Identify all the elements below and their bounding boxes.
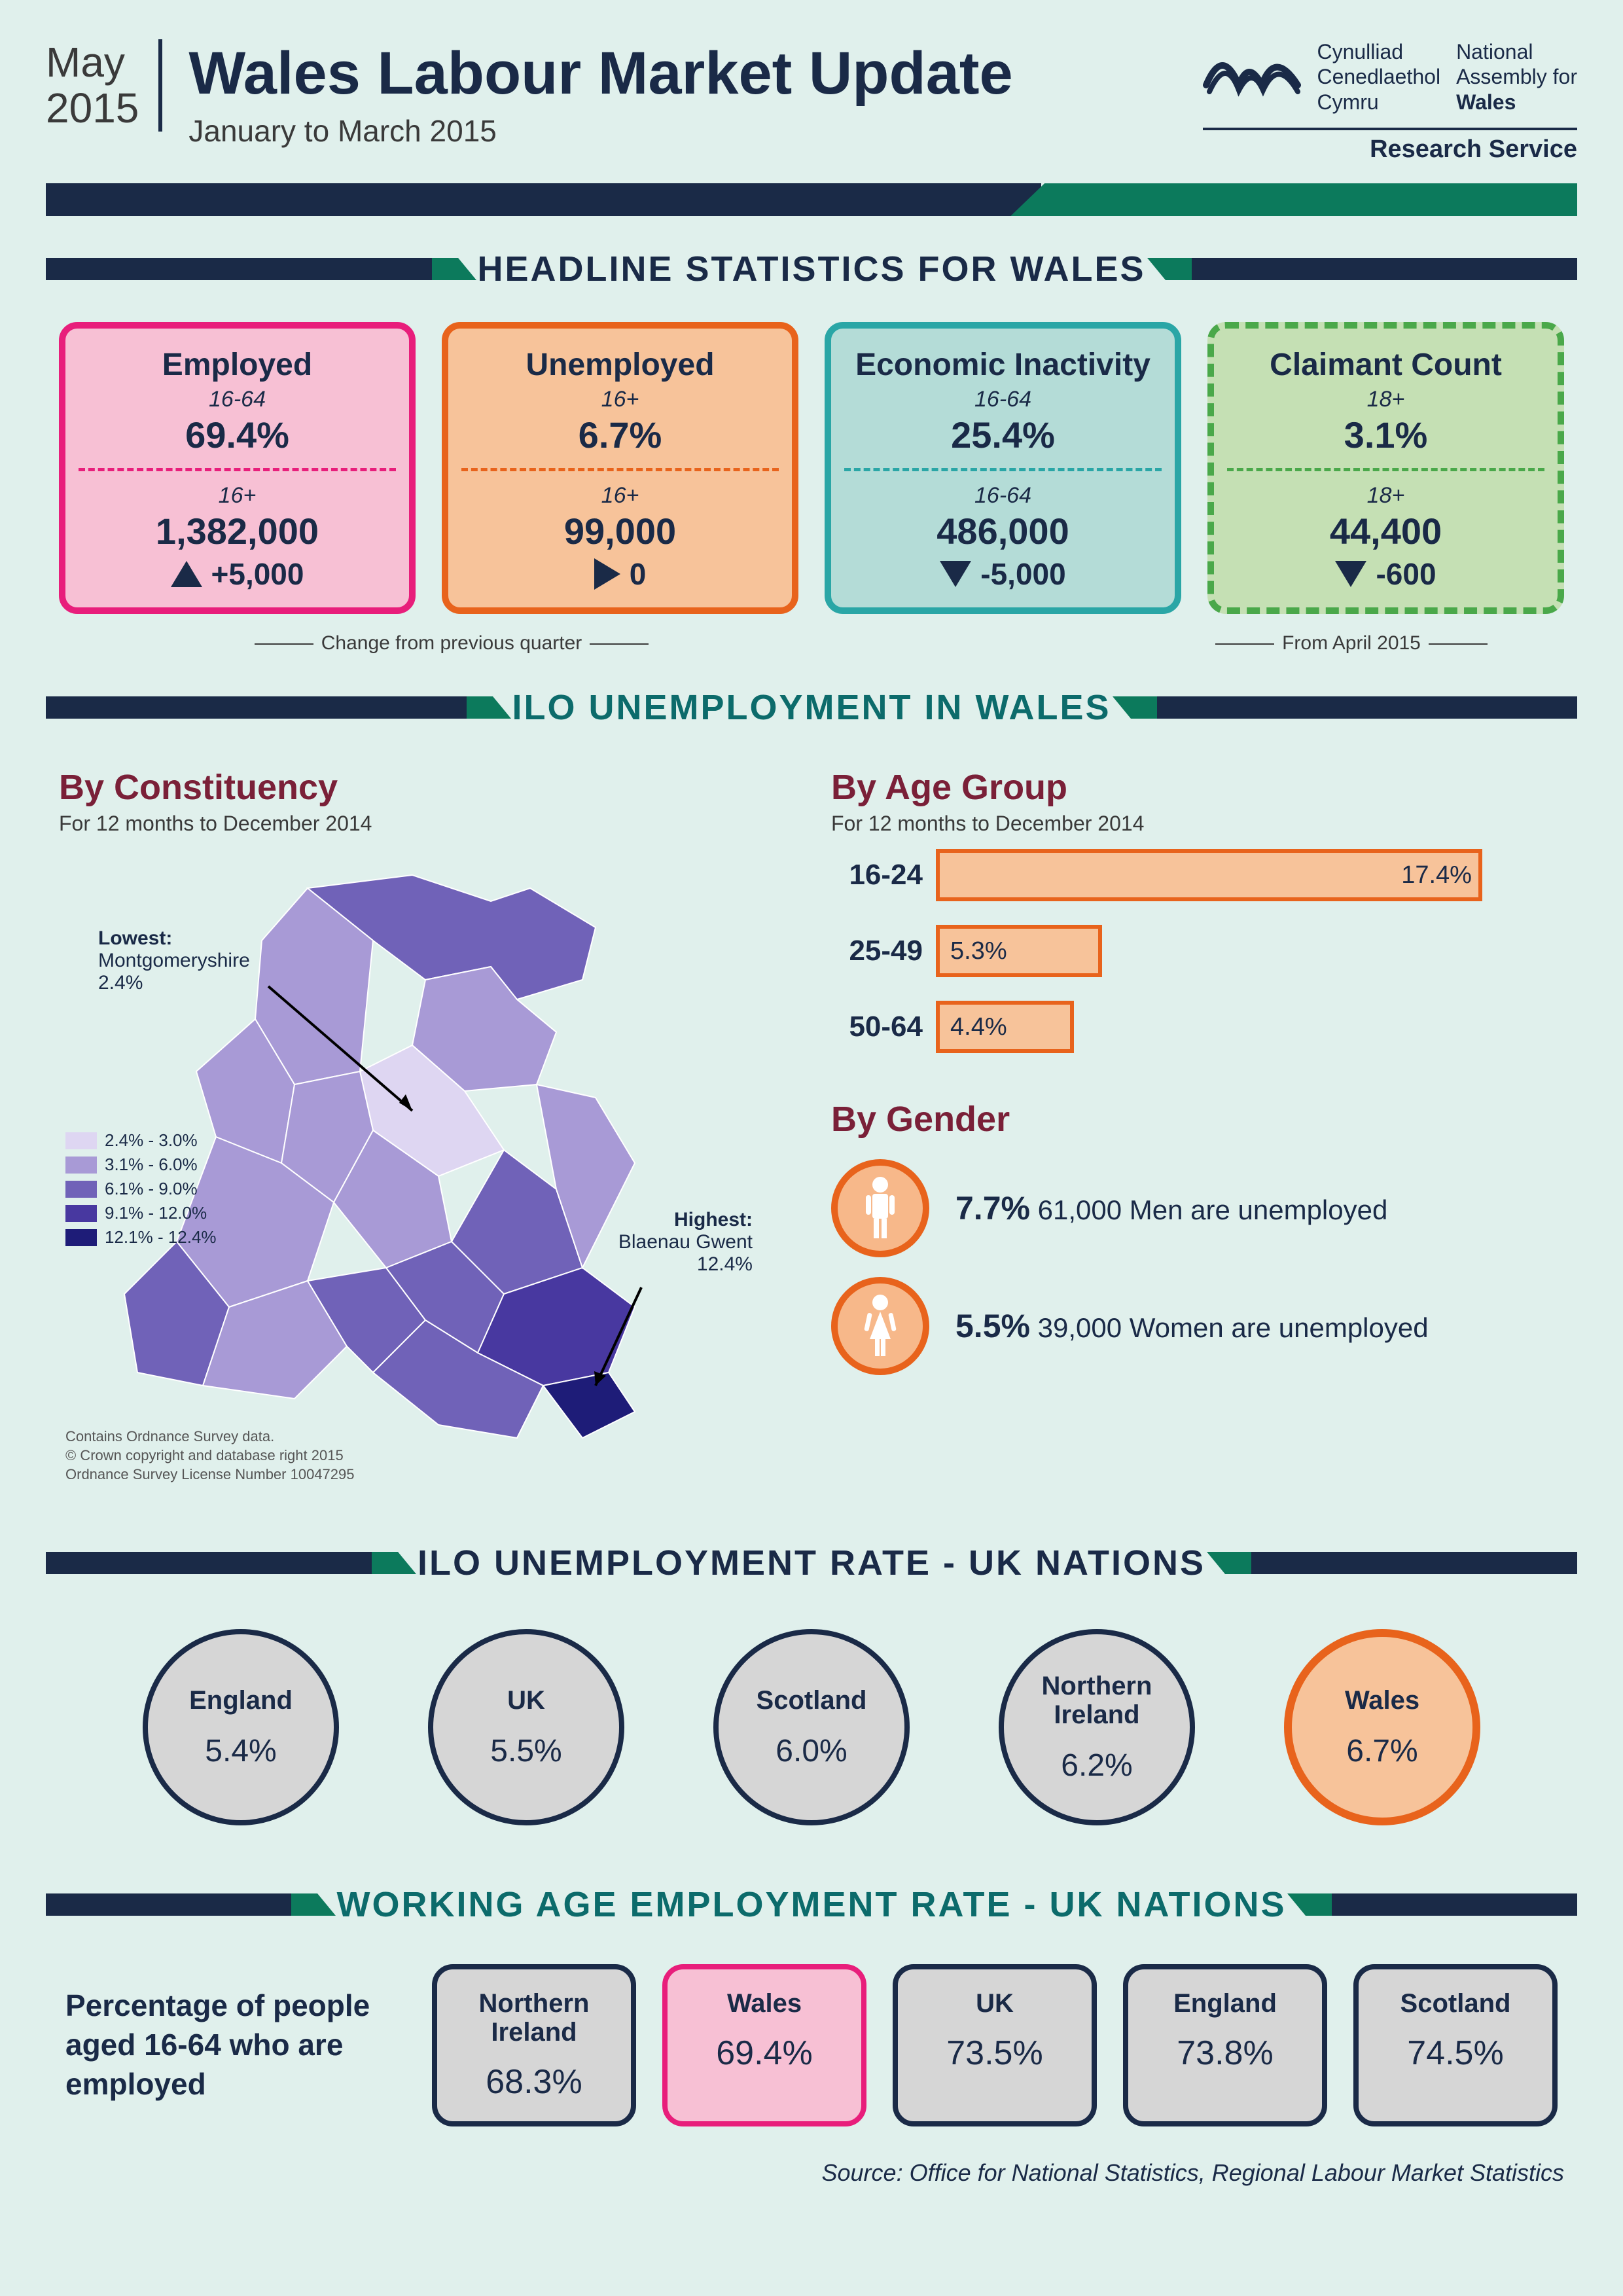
nation-box: UK73.5% <box>893 1964 1097 2126</box>
card-age1: 16-64 <box>844 387 1162 412</box>
age-bar: 25-49 5.3% <box>831 925 1564 977</box>
card-pct: 6.7% <box>461 414 779 456</box>
constituency-block: By Constituency For 12 months to Decembe… <box>59 767 792 1490</box>
header: May 2015 Wales Labour Market Update Janu… <box>0 0 1623 183</box>
divider-bar <box>46 183 1577 216</box>
ilo-row: By Constituency For 12 months to Decembe… <box>0 747 1623 1510</box>
nation-box: Scotland74.5% <box>1353 1964 1558 2126</box>
card-age1: 18+ <box>1227 387 1544 412</box>
page-title: Wales Labour Market Update <box>188 39 1203 108</box>
map-annot-highest: Highest: Blaenau Gwent 12.4% <box>618 1209 753 1276</box>
arrow-down-icon <box>940 561 971 587</box>
stat-card: Employed 16-64 69.4% 16+ 1,382,000 +5,00… <box>59 322 416 614</box>
card-notes: Change from previous quarter From April … <box>0 627 1623 655</box>
card-pct: 69.4% <box>79 414 396 456</box>
stat-card: Claimant Count 18+ 3.1% 18+ 44,400 -600 <box>1207 322 1564 614</box>
logo-block: Cynulliad Cenedlaethol Cymru National As… <box>1203 39 1577 164</box>
age-bars: 16-24 17.4% 25-49 5.3% 50-64 4.4% <box>831 849 1564 1053</box>
card-title: Claimant Count <box>1227 347 1544 383</box>
card-count: 1,382,000 <box>79 510 396 552</box>
arrow-up-icon <box>171 561 202 587</box>
gender-women: 5.5% 39,000 Women are unemployed <box>831 1277 1564 1375</box>
card-pct: 25.4% <box>844 414 1162 456</box>
card-title: Unemployed <box>461 347 779 383</box>
employment-boxes: NorthernIreland68.3%Wales69.4%UK73.5%Eng… <box>432 1964 1558 2126</box>
nation-box: Wales69.4% <box>662 1964 866 2126</box>
card-pct: 3.1% <box>1227 414 1544 456</box>
month: May <box>46 39 139 85</box>
card-delta: -600 <box>1376 556 1436 592</box>
nation-circle: UK5.5% <box>428 1629 624 1825</box>
stat-card: Economic Inactivity 16-64 25.4% 16-64 48… <box>825 322 1181 614</box>
wales-map: Lowest: Montgomeryshire 2.4% Highest: Bl… <box>59 849 792 1490</box>
card-count: 44,400 <box>1227 510 1544 552</box>
card-age2: 16+ <box>79 483 396 509</box>
arrow-down-icon <box>1335 561 1366 587</box>
card-age1: 16+ <box>461 387 779 412</box>
legend-item: 12.1% - 12.4% <box>65 1227 217 1247</box>
card-delta: +5,000 <box>211 556 304 592</box>
card-delta: 0 <box>630 556 647 592</box>
age-bar: 50-64 4.4% <box>831 1001 1564 1053</box>
nation-circle: Scotland6.0% <box>713 1629 910 1825</box>
arrow-right-icon <box>594 558 620 590</box>
legend-item: 6.1% - 9.0% <box>65 1179 217 1199</box>
section-heading-ilo-uk: ILO UNEMPLOYMENT RATE - UK NATIONS <box>46 1543 1577 1583</box>
woman-icon <box>831 1277 929 1375</box>
section-heading-ilo: ILO UNEMPLOYMENT IN WALES <box>46 687 1577 728</box>
org-welsh: Cynulliad Cenedlaethol Cymru <box>1317 39 1440 115</box>
stat-cards: Employed 16-64 69.4% 16+ 1,382,000 +5,00… <box>0 309 1623 627</box>
legend-item: 2.4% - 3.0% <box>65 1130 217 1151</box>
gender-men: 7.7% 61,000 Men are unemployed <box>831 1159 1564 1257</box>
map-credit: Contains Ordnance Survey data. © Crown c… <box>65 1427 355 1484</box>
map-legend: 2.4% - 3.0% 3.1% - 6.0% 6.1% - 9.0% 9.1% - … <box>65 1130 217 1251</box>
card-title: Economic Inactivity <box>844 347 1162 383</box>
map-annot-lowest: Lowest: Montgomeryshire 2.4% <box>98 927 250 994</box>
man-icon <box>831 1159 929 1257</box>
section-heading-working-age: WORKING AGE EMPLOYMENT RATE - UK NATIONS <box>46 1884 1577 1925</box>
card-count: 99,000 <box>461 510 779 552</box>
nation-box: England73.8% <box>1123 1964 1327 2126</box>
card-age2: 16-64 <box>844 483 1162 509</box>
nation-circle: NorthernIreland6.2% <box>999 1629 1195 1825</box>
card-title: Employed <box>79 347 396 383</box>
source-line: Source: Office for National Statistics, … <box>0 2146 1623 2213</box>
card-count: 486,000 <box>844 510 1162 552</box>
legend-item: 3.1% - 6.0% <box>65 1155 217 1175</box>
employment-row: Percentage of people aged 16-64 who are … <box>0 1945 1623 2146</box>
year: 2015 <box>46 85 139 131</box>
card-age1: 16-64 <box>79 387 396 412</box>
age-gender-block: By Age Group For 12 months to December 2… <box>831 767 1564 1490</box>
title-block: Wales Labour Market Update January to Ma… <box>162 39 1203 149</box>
nation-circle: Wales6.7% <box>1284 1629 1480 1825</box>
research-service-label: Research Service <box>1203 128 1577 164</box>
nation-box: NorthernIreland68.3% <box>432 1964 636 2126</box>
org-english: National Assembly for Wales <box>1456 39 1577 115</box>
card-age2: 16+ <box>461 483 779 509</box>
legend-item: 9.1% - 12.0% <box>65 1203 217 1223</box>
nation-circle: England5.4% <box>143 1629 339 1825</box>
card-age2: 18+ <box>1227 483 1544 509</box>
section-heading-headline: HEADLINE STATISTICS FOR WALES <box>46 249 1577 289</box>
date-block: May 2015 <box>46 39 162 132</box>
stat-card: Unemployed 16+ 6.7% 16+ 99,000 0 <box>442 322 798 614</box>
card-delta: -5,000 <box>980 556 1065 592</box>
subtitle: January to March 2015 <box>188 113 1203 149</box>
age-bar: 16-24 17.4% <box>831 849 1564 901</box>
nation-circles: England5.4% UK5.5% Scotland6.0% NorthernIre… <box>0 1603 1623 1852</box>
assembly-logo-icon <box>1203 39 1301 98</box>
